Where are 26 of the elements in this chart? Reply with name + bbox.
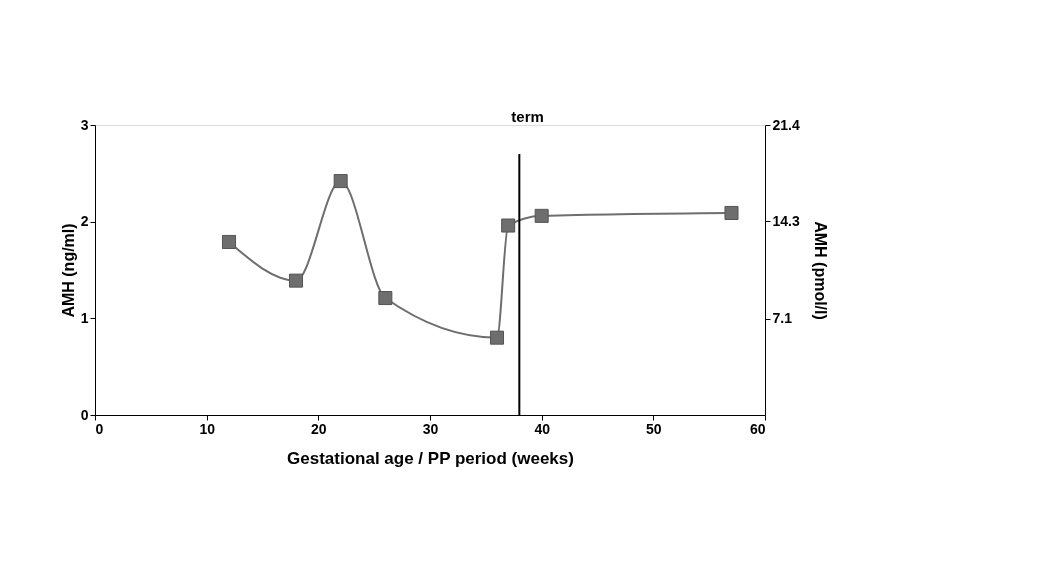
- y-tick-label: 2: [80, 213, 89, 230]
- x-axis-title: Gestational age / PP period (weeks): [287, 448, 574, 468]
- y2-axis-title: AMH (pmol/l): [811, 221, 829, 320]
- y2-tick-label: 7.1: [772, 310, 793, 327]
- y-tick-label: 1: [80, 309, 89, 326]
- point: [288, 273, 304, 288]
- x-tick-label: 50: [646, 420, 662, 437]
- x-tick-label: 0: [95, 420, 104, 437]
- point: [221, 234, 237, 249]
- y2-tick-label: 21.4: [772, 116, 800, 133]
- x-tick-label: 40: [534, 420, 551, 437]
- y2-tick-label: 14.3: [772, 212, 800, 229]
- point: [333, 174, 348, 189]
- y-tick-label: 3: [80, 116, 89, 133]
- x-tick-label: 30: [422, 420, 439, 437]
- x-tick-label: 60: [749, 420, 766, 437]
- point: [489, 330, 505, 345]
- point: [378, 291, 393, 306]
- point: [501, 218, 516, 233]
- x-tick-label: 20: [311, 420, 327, 437]
- point: [534, 208, 549, 223]
- ref-line-label: term: [511, 108, 544, 125]
- y-tick-label: 0: [80, 406, 89, 423]
- point: [724, 205, 739, 220]
- x-tick-label: 10: [199, 420, 216, 437]
- y-axis-title: AMH (ng/ml): [59, 223, 77, 318]
